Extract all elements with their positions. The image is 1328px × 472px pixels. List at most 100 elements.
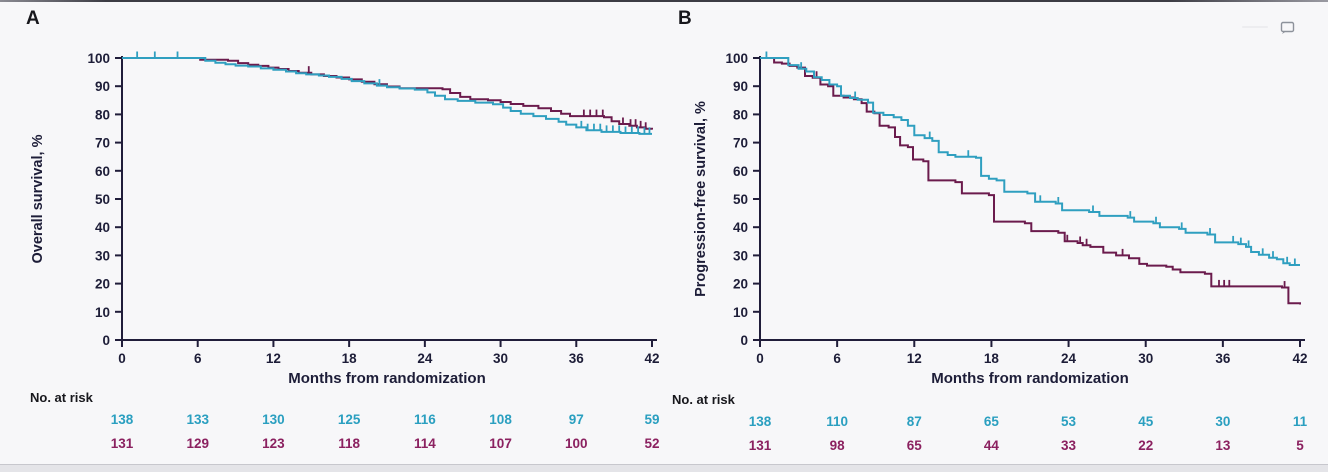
censor-ticks-arm-maroon: [307, 66, 647, 129]
bottom-edge-strip: [0, 464, 1328, 472]
faint-divider: [1242, 26, 1268, 28]
km-curve-arm-maroon: [122, 57, 653, 130]
risk-count: 114: [414, 436, 436, 451]
risk-count: 125: [338, 412, 361, 427]
y-tick-label: 40: [733, 220, 748, 235]
risk-count: 52: [644, 436, 659, 451]
censor-ticks-arm-teal: [136, 51, 651, 134]
x-tick-label: 12: [907, 351, 922, 366]
y-tick-label: 20: [733, 277, 748, 292]
y-tick-label: 0: [740, 333, 748, 348]
risk-count: 44: [984, 438, 1000, 453]
y-tick-label: 50: [95, 192, 110, 207]
panel-a-chart: A 0 10 20 30 40 50 60 70 80 90 100 0 6 12 18 24 30 36 42 Ove…: [26, 8, 660, 451]
x-tick-label: 42: [644, 351, 659, 366]
x-tick-label: 18: [984, 351, 1000, 366]
risk-count: 118: [338, 436, 360, 451]
risk-count: 97: [569, 412, 584, 427]
risk-count: 65: [907, 438, 923, 453]
y-tick-label: 0: [102, 333, 110, 348]
x-tick-label: 36: [1215, 351, 1231, 366]
risk-count: 87: [907, 414, 922, 429]
x-tick-label: 18: [342, 351, 358, 366]
y-tick-label: 70: [95, 136, 110, 151]
risk-count: 130: [262, 412, 285, 427]
x-tick-label: 6: [833, 351, 841, 366]
risk-row-arm-teal: 138 133 130 125 116 108 97 59: [111, 412, 660, 427]
risk-count: 45: [1138, 414, 1154, 429]
censor-ticks-arm-maroon: [815, 71, 1286, 288]
x-tick-label: 24: [1061, 351, 1077, 366]
risk-count: 22: [1138, 438, 1153, 453]
y-tick-label: 90: [95, 79, 110, 94]
risk-count: 131: [749, 438, 772, 453]
x-tick-label: 42: [1292, 351, 1307, 366]
x-tick-label: 12: [266, 351, 281, 366]
y-tick-label: 50: [733, 192, 748, 207]
risk-count: 33: [1061, 438, 1077, 453]
y-tick-label: 90: [733, 79, 748, 94]
risk-count: 138: [111, 412, 134, 427]
y-tick-label: 30: [733, 248, 748, 263]
y-tick-label: 60: [95, 164, 110, 179]
x-tick-label: 24: [417, 351, 433, 366]
y-axis: 0 10 20 30 40 50 60 70 80 90 100: [725, 51, 760, 348]
top-edge-line: [0, 0, 1328, 2]
y-tick-label: 70: [733, 136, 748, 151]
risk-count: 5: [1296, 438, 1304, 453]
risk-count: 123: [262, 436, 285, 451]
panel-label: A: [26, 8, 40, 29]
risk-count: 59: [644, 412, 659, 427]
risk-count: 107: [489, 436, 512, 451]
x-axis: 0 6 12 18 24 30 36 42: [756, 340, 1308, 366]
y-tick-label: 60: [733, 164, 748, 179]
no-at-risk-label: No. at risk: [672, 392, 736, 407]
risk-count: 53: [1061, 414, 1077, 429]
no-at-risk-label: No. at risk: [30, 390, 94, 405]
risk-count: 98: [830, 438, 846, 453]
km-curve-arm-teal: [760, 57, 1300, 266]
risk-count: 131: [111, 436, 134, 451]
x-tick-label: 30: [1138, 351, 1153, 366]
x-tick-label: 30: [493, 351, 508, 366]
km-curve-arm-maroon: [760, 57, 1301, 305]
x-axis-title: Months from randomization: [288, 370, 486, 387]
x-tick-label: 0: [756, 351, 764, 366]
risk-count: 100: [565, 436, 588, 451]
panel-label: B: [678, 8, 692, 29]
x-axis: 0 6 12 18 24 30 36 42: [118, 340, 660, 366]
risk-count: 11: [1293, 414, 1308, 429]
y-tick-label: 10: [95, 305, 110, 320]
risk-count: 108: [489, 412, 512, 427]
y-tick-label: 20: [95, 277, 110, 292]
comment-bubble-icon[interactable]: [1278, 20, 1296, 36]
risk-row-arm-maroon: 131 98 65 44 33 22 13 5: [749, 438, 1305, 453]
y-tick-label: 100: [87, 51, 110, 66]
risk-count: 65: [984, 414, 1000, 429]
risk-row-arm-maroon: 131 129 123 118 114 107 100 52: [111, 436, 660, 451]
x-tick-label: 6: [194, 351, 202, 366]
km-curve-arm-teal: [122, 57, 652, 135]
risk-count: 133: [186, 412, 209, 427]
risk-count: 13: [1215, 438, 1231, 453]
y-axis: 0 10 20 30 40 50 60 70 80 90 100: [87, 51, 122, 348]
y-axis-title: Overall survival, %: [30, 134, 46, 263]
risk-count: 129: [186, 436, 209, 451]
x-tick-label: 36: [569, 351, 585, 366]
panel-b-chart: B 0 10 20 30 40 50 60 70 80 90 100 0 6 12 18 24 30 36 42 Pro…: [672, 8, 1308, 453]
y-tick-label: 80: [95, 107, 110, 122]
censor-ticks-arm-teal: [765, 51, 1296, 265]
x-tick-label: 0: [118, 351, 126, 366]
y-axis-title: Progression-free survival, %: [693, 101, 709, 297]
risk-count: 116: [414, 412, 436, 427]
risk-count: 138: [749, 414, 772, 429]
y-tick-label: 30: [95, 248, 110, 263]
y-tick-label: 10: [733, 305, 748, 320]
y-tick-label: 100: [725, 51, 748, 66]
y-tick-label: 40: [95, 220, 110, 235]
risk-row-arm-teal: 138 110 87 65 53 45 30 11: [749, 414, 1308, 429]
axis-lines: [121, 56, 657, 341]
x-axis-title: Months from randomization: [931, 370, 1129, 387]
y-tick-label: 80: [733, 107, 748, 122]
